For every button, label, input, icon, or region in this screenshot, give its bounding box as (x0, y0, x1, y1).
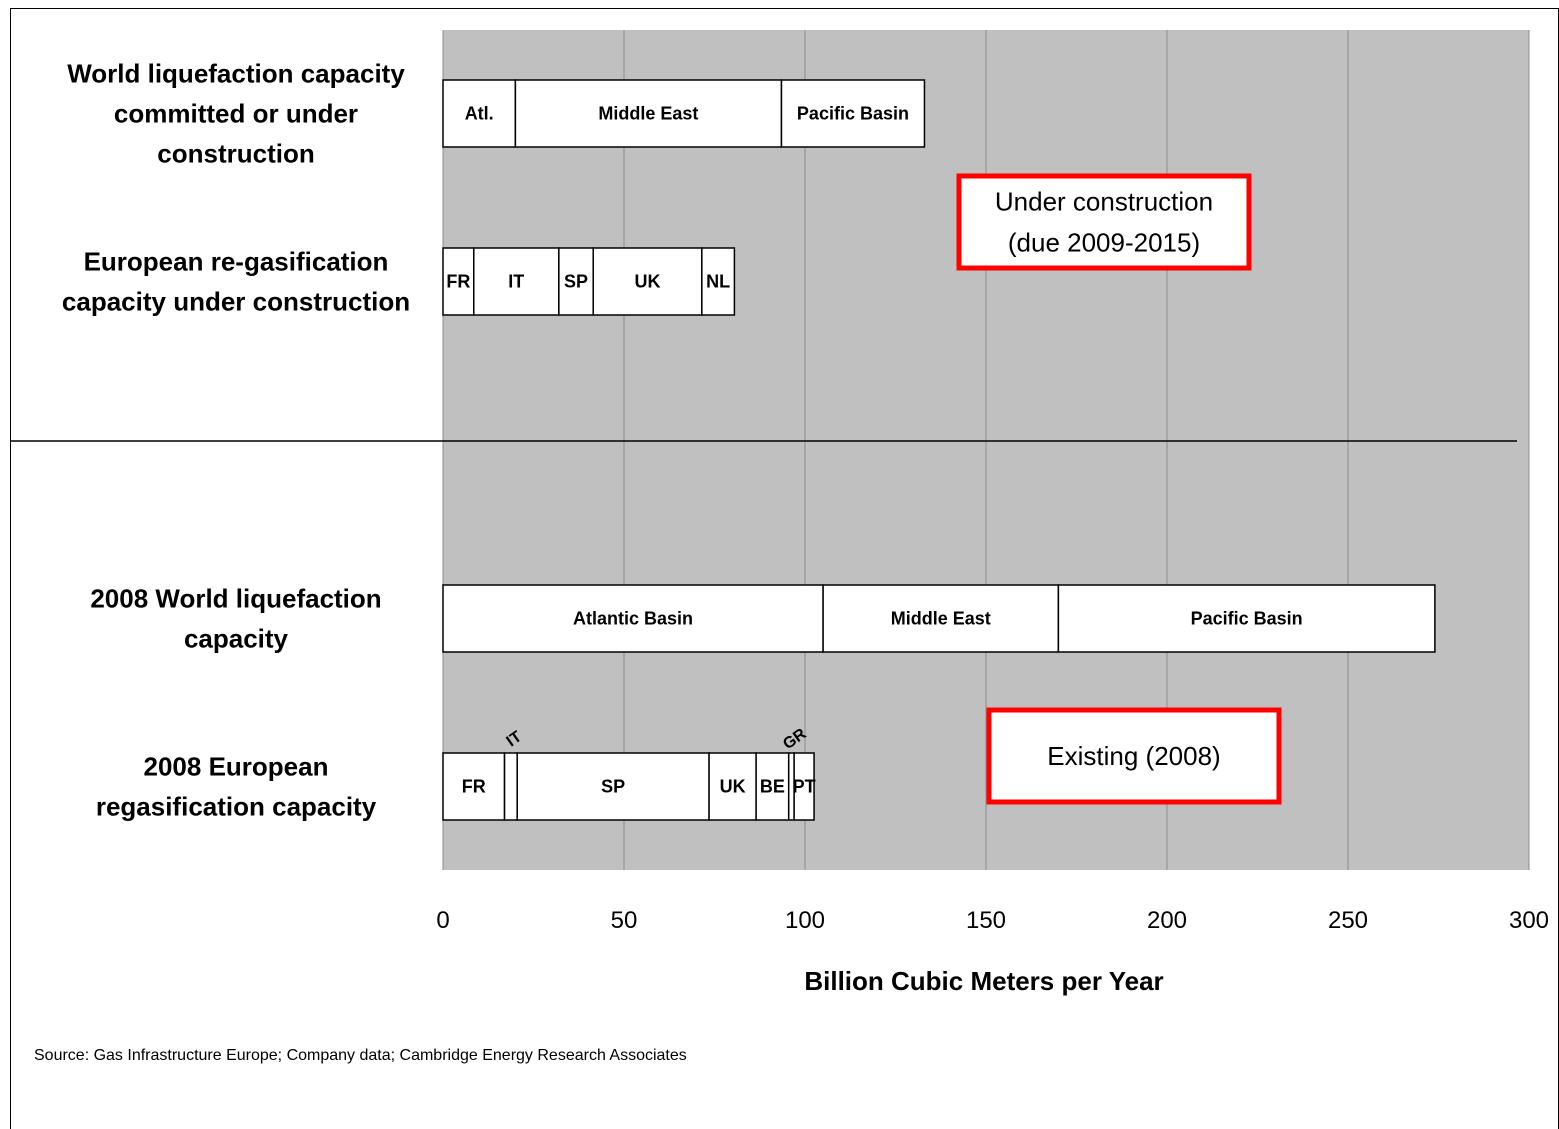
source-note: Source: Gas Infrastructure Europe; Compa… (34, 1047, 687, 1064)
callout-box (986, 707, 1282, 805)
category-label-line: World liquefaction capacity (67, 59, 405, 89)
bars-layer: Atl. Middle East Pacific Basin FR IT SP UK NL At… (442, 79, 1436, 821)
category-label: 2008 World liquefaction capacity (90, 584, 381, 654)
segment-label: Pacific Basin (1191, 609, 1303, 629)
segment-label: FR (462, 777, 486, 797)
segment-label: NL (706, 272, 730, 292)
x-tick-label: 200 (1147, 907, 1187, 934)
x-axis: Billion Cubic Meters per Year 0 50 100 150 2… (436, 907, 1549, 996)
bar-segment (780, 79, 926, 148)
bar-segment (442, 79, 517, 148)
segment-label: Atlantic Basin (573, 609, 693, 629)
category-label: 2008 European regasification capacity (96, 752, 377, 822)
bar-world-liq-committed: Atl. Middle East Pacific Basin (442, 79, 926, 148)
category-label-line: regasification capacity (96, 792, 377, 822)
segment-label: UK (720, 777, 746, 797)
segment-label: UK (635, 272, 661, 292)
callouts: Under construction (due 2009-2015) Existin… (956, 173, 1282, 805)
bar-eu-regas-construction: FR IT SP UK NL (442, 247, 736, 316)
x-axis-title: Billion Cubic Meters per Year (804, 966, 1163, 996)
callout-existing: Existing (2008) (986, 707, 1282, 805)
plot-area (10, 30, 1530, 870)
callout-box (956, 173, 1252, 271)
x-tick-label: 150 (966, 907, 1006, 934)
segment-label: BE (760, 777, 785, 797)
bar-segment (592, 247, 703, 316)
callout-text: Existing (2008) (1047, 741, 1220, 771)
segment-label: Pacific Basin (797, 104, 909, 124)
callout-under-construction: Under construction (due 2009-2015) (956, 173, 1252, 271)
category-label: European re-gasification capacity under c… (62, 247, 410, 317)
category-label-line: 2008 European (144, 752, 329, 782)
callout-text: Under construction (due 2009-2015) (995, 187, 1213, 258)
segment-label: FR (446, 272, 470, 292)
bar-segment (473, 247, 560, 316)
x-tick-label: 50 (611, 907, 638, 934)
segment-label: PT (793, 777, 816, 797)
segment-label: SP (564, 272, 588, 292)
bar-segment (1057, 584, 1436, 653)
bar-segment (558, 247, 594, 316)
category-label-line: capacity (184, 624, 289, 654)
callout-line: Under construction (995, 187, 1213, 217)
x-tick-label: 300 (1509, 907, 1549, 934)
segment-label: Middle East (598, 104, 698, 124)
category-labels: World liquefaction capacity committed or … (62, 59, 410, 822)
bar-segment (503, 752, 518, 821)
segment-label: Atl. (465, 104, 494, 124)
bar-segment (442, 584, 824, 653)
bar-segment (793, 752, 815, 821)
segment-label: Middle East (891, 609, 991, 629)
callout-line: (due 2009-2015) (1008, 228, 1200, 258)
segment-label: SP (601, 777, 625, 797)
category-label-line: European re-gasification (84, 247, 389, 277)
x-tick-label: 0 (436, 907, 449, 934)
callout-line: Existing (2008) (1047, 741, 1220, 771)
bar-segment (516, 752, 710, 821)
bar-segment (708, 752, 757, 821)
category-label-line: construction (157, 139, 314, 169)
bar-segment (755, 752, 790, 821)
x-tick-label: 100 (785, 907, 825, 934)
category-label-line: capacity under construction (62, 287, 410, 317)
category-label-line: committed or under (114, 99, 358, 129)
bar-segment (442, 752, 506, 821)
category-label-line: 2008 World liquefaction (90, 584, 381, 614)
category-label: World liquefaction capacity committed or … (67, 59, 405, 169)
segment-label: IT (508, 272, 524, 292)
x-tick-label: 250 (1328, 907, 1368, 934)
bar-world-liq-2008: Atlantic Basin Middle East Pacific Basin (442, 584, 1436, 653)
bar-segment (701, 247, 736, 316)
